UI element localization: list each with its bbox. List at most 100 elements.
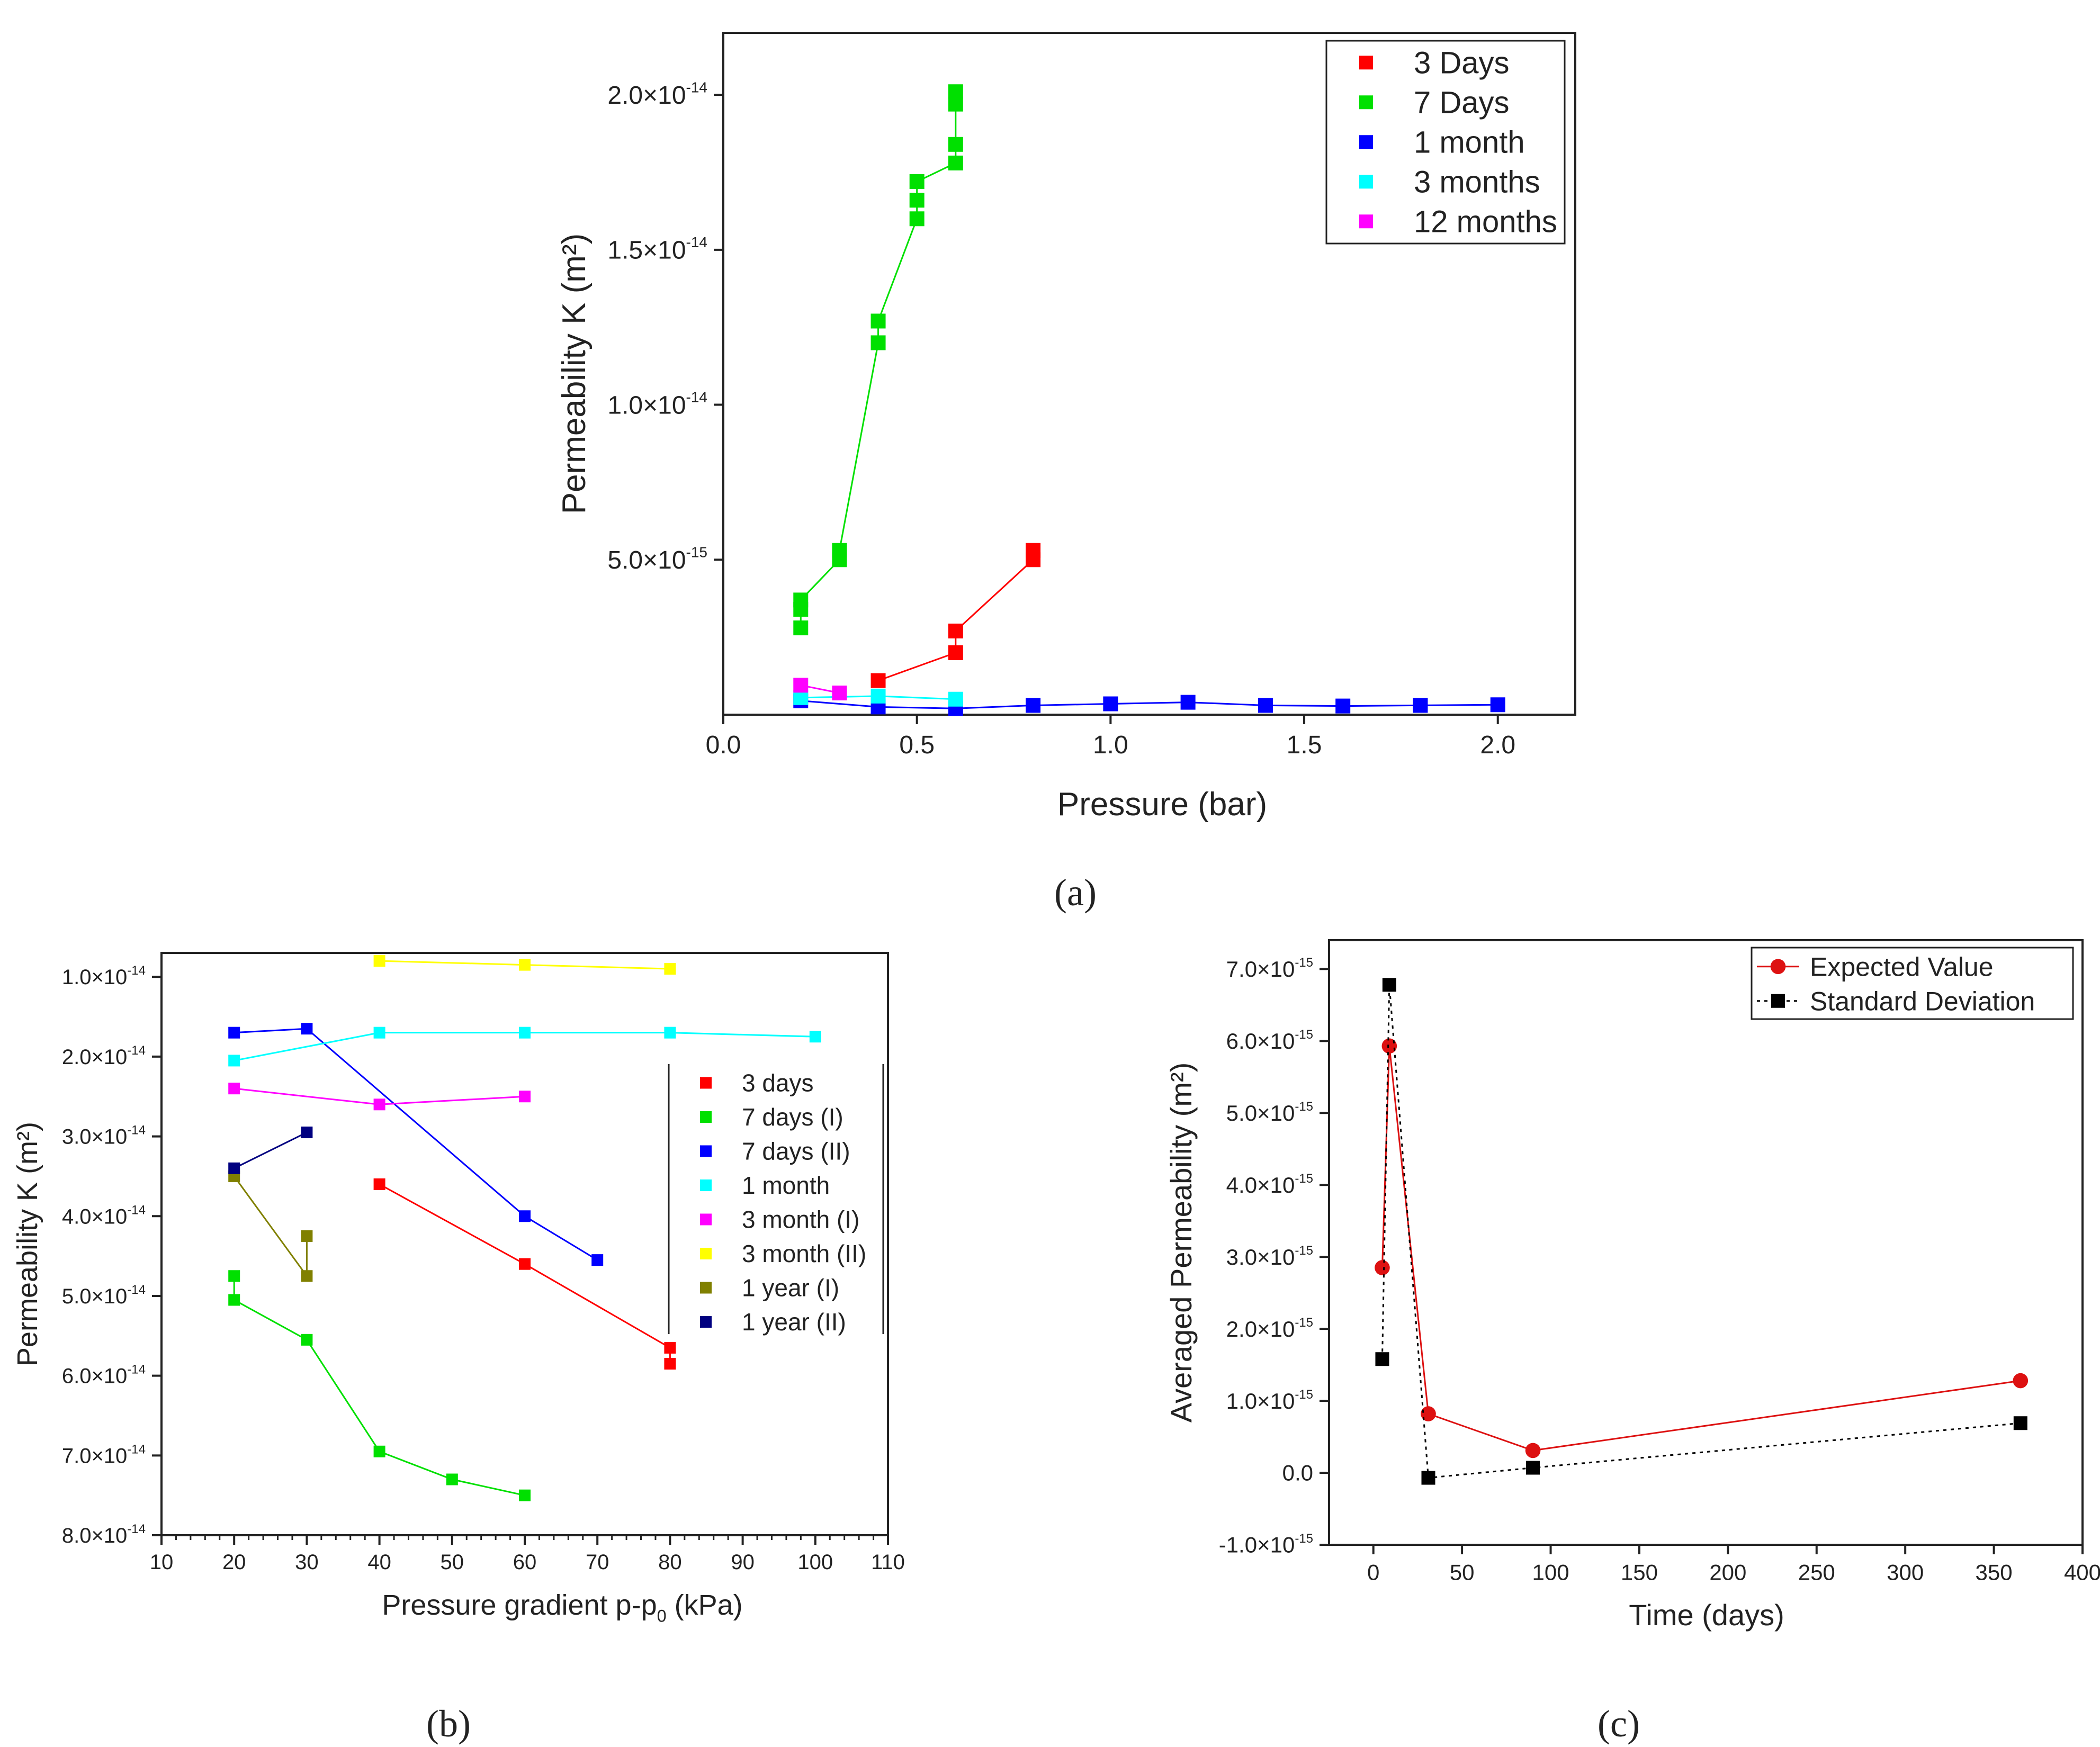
legend-label-c-0: Expected Value [1810,952,1994,981]
y-tick-label-b: 2.0×10-14 [62,1043,146,1069]
data-point-b-1 [519,1489,531,1501]
data-point-a-2 [1103,696,1118,712]
data-point-a-0 [948,623,963,638]
chart-c: 0 50 100 150 200 250 300 350 400-1.0×10-150.01.0… [1164,939,2100,1745]
y-tick-exponent: -14 [686,234,707,250]
y-tick-exponent: -15 [1295,1316,1313,1330]
x-axis-title-b: Pressure gradient p-p0 (kPa) [382,1589,742,1626]
x-tick-label-c: 200 [1709,1560,1746,1584]
y-tick-mantissa: 4.0×10 [62,1205,127,1228]
x-tick-label-c: 400 [2064,1560,2100,1584]
y-tick-mantissa: 7.0×10 [62,1444,127,1467]
series-line-a-2 [801,700,1498,709]
data-point-a-4 [832,686,847,701]
y-tick-mantissa: 2.0×10 [607,82,686,110]
legend-c: Expected Value Standard Deviation [1751,947,2074,1020]
x-tick-label-b: 20 [222,1551,246,1574]
legend-label-a-1: 7 Days [1414,86,1510,120]
legend-marker-c-1 [1771,994,1785,1008]
x-tick-label-a: 1.0 [1093,731,1128,759]
x-tick-label-b: 40 [367,1551,391,1574]
x-tick-label-b: 50 [441,1551,464,1574]
data-point-a-2 [1026,698,1041,713]
data-point-a-0 [948,645,963,660]
legend-marker-b-5 [700,1247,712,1259]
y-tick-exponent: -14 [127,1123,146,1138]
plot-frame-c [1328,939,2084,1546]
y-tick-label-b: 4.0×10-14 [62,1203,146,1228]
data-point-b-3 [809,1031,821,1043]
legend-marker-b-2 [700,1145,712,1157]
x-tick-label-b: 10 [150,1551,174,1574]
y-tick-exponent: -15 [686,544,707,560]
legend-label-a-4: 12 months [1414,205,1557,239]
y-tick-exponent: -14 [686,79,707,95]
y-tick-mantissa: 1.0×10 [607,391,686,419]
data-point-b-5 [373,955,385,967]
data-point-b-5 [664,963,676,975]
data-point-a-1 [909,193,925,208]
data-point-a-1 [948,84,963,100]
x-tick-label-b: 30 [295,1551,319,1574]
data-point-a-2 [1490,697,1505,713]
legend-label-b-3: 1 month [742,1172,830,1199]
x-tick-label-a: 0.5 [899,731,935,759]
y-tick-mantissa: 0.0 [1282,1461,1313,1485]
data-point-a-1 [793,620,809,636]
x-tick-label-c: 300 [1887,1560,1924,1584]
data-point-a-1 [870,335,886,350]
x-tick-label-b: 100 [797,1551,833,1574]
data-point-a-3 [793,690,809,705]
y-axis-title-c: Averaged Permeability (m²) [1164,1062,1198,1423]
legend-label-b-5: 3 month (II) [742,1240,866,1267]
y-tick-label-a: 2.0×10-14 [607,79,707,110]
y-tick-exponent: -14 [127,1442,146,1456]
data-point-c-1 [1375,1352,1389,1366]
x-tick-label-c: 50 [1450,1560,1475,1584]
data-point-b-2 [301,1023,313,1035]
y-tick-label-a: 5.0×10-15 [607,544,707,574]
data-point-b-0 [664,1358,676,1370]
legend-marker-b-7 [700,1316,712,1328]
legend-b: 3 days 7 days (I) 7 days (II) 1 month 3 mont… [668,1064,884,1336]
data-point-a-2 [1258,698,1273,713]
data-point-b-2 [228,1026,240,1039]
data-point-b-6 [301,1230,313,1242]
y-tick-exponent: -14 [127,963,146,978]
series-line-b-0 [379,1183,671,1364]
data-point-b-3 [664,1026,676,1039]
series-line-b-7 [234,1131,308,1169]
data-point-a-1 [909,174,925,190]
data-point-b-3 [519,1026,531,1039]
y-tick-mantissa: 7.0×10 [1226,957,1295,981]
y-tick-label-c: 6.0×10-15 [1226,1028,1313,1053]
series-line-b-2 [234,1028,598,1261]
y-tick-label-b: 5.0×10-14 [62,1283,146,1308]
x-tick-label-b: 70 [586,1551,609,1574]
legend-marker-c-0 [1770,959,1786,975]
y-tick-exponent: -14 [127,1283,146,1297]
data-point-c-0 [1381,1038,1397,1054]
y-tick-exponent: -14 [127,1522,146,1536]
y-tick-label-c: 2.0×10-15 [1226,1316,1313,1341]
data-point-b-0 [664,1341,676,1354]
data-point-a-1 [909,211,925,227]
y-tick-exponent: -14 [127,1043,146,1058]
legend-label-b-4: 3 month (I) [742,1206,859,1233]
data-point-b-4 [519,1091,531,1103]
data-point-b-3 [228,1055,240,1067]
x-tick-label-b: 80 [658,1551,682,1574]
y-tick-mantissa: -1.0×10 [1219,1533,1295,1557]
y-tick-label-b: 7.0×10-14 [62,1442,146,1467]
data-point-b-0 [519,1258,531,1270]
y-tick-mantissa: 3.0×10 [1226,1245,1295,1269]
x-axis-title-a: Pressure (bar) [1057,786,1267,823]
legend-marker-a-3 [1359,175,1373,189]
data-point-c-0 [2013,1373,2029,1389]
legend-marker-b-1 [700,1111,712,1123]
data-point-c-0 [1525,1443,1541,1458]
data-point-b-1 [373,1445,385,1457]
y-tick-mantissa: 3.0×10 [62,1125,127,1149]
data-point-a-2 [1335,698,1351,714]
